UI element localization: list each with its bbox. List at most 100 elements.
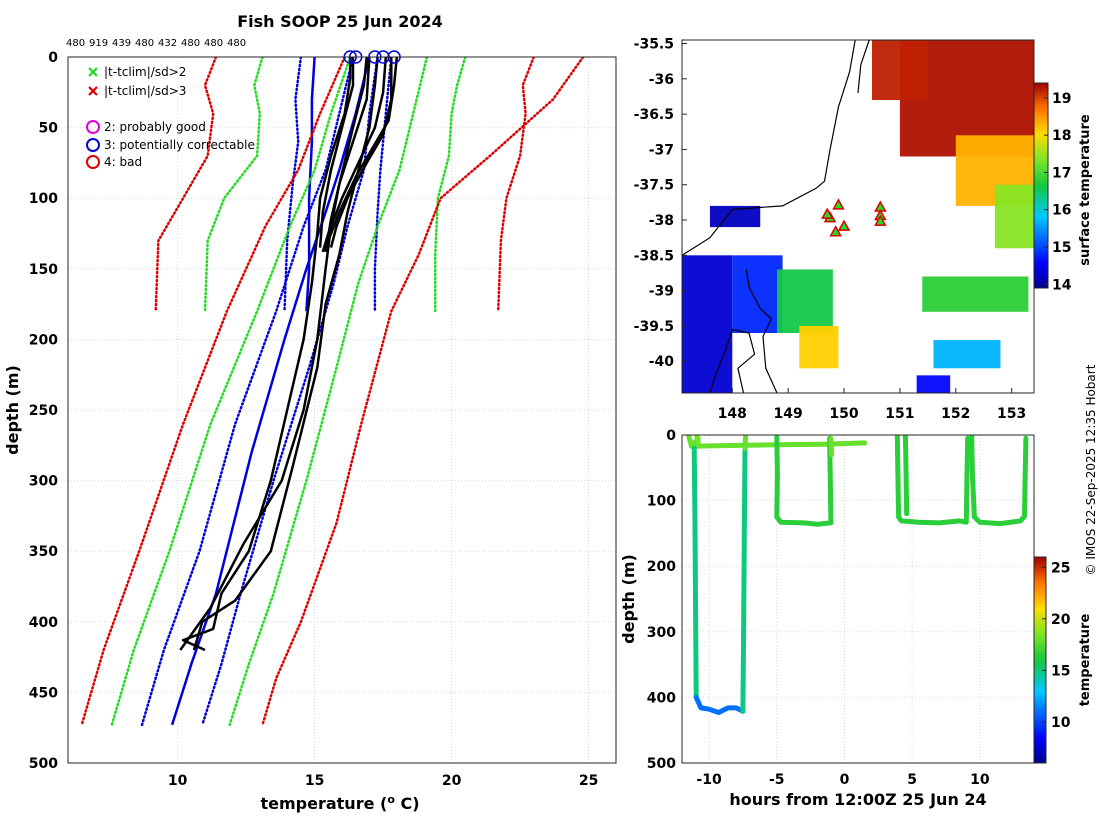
track-segment <box>969 435 1029 527</box>
profile-line-clim-3sd-right-deep <box>261 57 585 727</box>
profile-line-clim-3sd-left-shallow <box>154 57 218 313</box>
map-ytick-label: -40 <box>649 354 675 370</box>
track-grid <box>682 434 1034 764</box>
track-ytick-label: 0 <box>666 428 676 444</box>
map-ytick-label: -36.5 <box>634 107 674 123</box>
profile-xlabel: temperature (o C) <box>260 793 419 813</box>
sst-colorbar-tick-label: 15 <box>1052 240 1071 256</box>
legend-x-marker <box>88 67 98 77</box>
profile-ylabel: depth (m) <box>3 365 22 455</box>
map-sst-field <box>682 40 1034 393</box>
track-segment <box>742 435 749 451</box>
profile-line-obs-deep-2 <box>179 57 368 651</box>
profile-xtick-label: 15 <box>305 773 324 789</box>
sst-colorbar-tick-label: 18 <box>1052 128 1071 144</box>
map-coastline-segment <box>745 269 778 393</box>
profile-line-clim-mean-shallow <box>305 57 316 312</box>
map-ytick-label: -36 <box>649 72 674 88</box>
profile-count-label: 480 <box>135 38 154 49</box>
profile-xlabel-tail: C) <box>395 794 420 813</box>
map-coastline <box>682 40 870 393</box>
track-segment <box>894 435 971 526</box>
profile-line-obs-deep-1 <box>181 57 352 652</box>
profile-ytick-label: 450 <box>29 685 58 701</box>
sst-colorbar <box>1033 82 1049 289</box>
track-segment <box>694 435 701 446</box>
temp-colorbar-tick-label: 20 <box>1051 612 1071 628</box>
track-xtick-label: -10 <box>696 772 722 788</box>
map-ticks: 148 149 150 151 152 153 -35.5 -36 -36.5 -37 -37.5 -… <box>634 37 1027 422</box>
profile-ytick-label: 150 <box>29 262 58 278</box>
map-xtick-label: 153 <box>997 406 1026 422</box>
track-xtick-label: 5 <box>907 772 917 788</box>
profile-ytick-label: 400 <box>29 615 58 631</box>
map-sst-patch <box>922 276 1029 312</box>
sst-colorbar-tick-label: 17 <box>1052 165 1071 181</box>
track-segment <box>740 445 748 714</box>
map-station-marker <box>829 225 842 237</box>
profile-line-obs-deep-3 <box>192 57 379 651</box>
temp-colorbar-tick-label: 10 <box>1051 715 1071 731</box>
map-xtick-label: 151 <box>885 406 914 422</box>
map-sst-patch <box>994 184 1034 249</box>
profile-line-clim-1sd-right-deep <box>201 57 379 727</box>
track-ytick-label: 500 <box>647 756 676 772</box>
credit-text: © IMOS 22-Sep-2025 12:35 Hobart <box>1084 364 1098 575</box>
profile-count-label: 480 <box>227 38 246 49</box>
track-xlabel: hours from 12:00Z 25 Jun 24 <box>729 790 986 809</box>
track-series <box>686 435 1029 715</box>
sst-colorbar-ticks: 14 15 16 17 18 19 <box>1044 91 1072 293</box>
map-sst-patch <box>799 325 839 369</box>
profile-line-clim-mean-deep <box>170 57 371 726</box>
profile-line-clim-2sd-right-shallow <box>433 57 467 313</box>
track-xtick-label: -5 <box>769 772 785 788</box>
map-sst-patch <box>776 269 833 333</box>
profile-ytick-label: 0 <box>48 50 58 66</box>
map-ytick-label: -35.5 <box>634 37 674 53</box>
profile-line-clim-1sd-left-deep <box>140 57 355 727</box>
map-ytick-label: -37 <box>649 142 674 158</box>
map-ytick-label: -38 <box>649 213 674 229</box>
map-station-marker <box>837 219 851 231</box>
sst-colorbar-tick-label: 16 <box>1052 203 1071 219</box>
track-ytick-label: 300 <box>647 625 676 641</box>
profile-line-clim-1sd-left-shallow <box>283 57 303 313</box>
map-station-marker <box>820 207 834 219</box>
profile-xlabel-sup: o <box>387 793 395 806</box>
map-xtick-label: 150 <box>829 406 858 422</box>
profile-line-clim-1sd-right-shallow <box>373 57 393 313</box>
track-segment <box>828 435 835 458</box>
track-segment <box>774 435 834 527</box>
profile-counts: 480 919 439 480 432 480 480 480 <box>66 38 246 49</box>
profile-count-label: 480 <box>66 38 85 49</box>
profile-ytick-label: 500 <box>29 756 58 772</box>
track-segment <box>902 435 910 517</box>
profile-ytick-label: 250 <box>29 403 58 419</box>
profile-line-clim-2sd-left-shallow <box>203 57 264 313</box>
legend-entry-label: 3: potentially correctable <box>104 138 255 152</box>
map-ytick-label: -39.5 <box>634 319 674 335</box>
profile-series <box>80 57 585 727</box>
profile-count-label: 919 <box>89 38 108 49</box>
track-ytick-label: 100 <box>647 494 676 510</box>
legend-circle-marker <box>86 120 100 134</box>
map-panel: 148 149 150 151 152 153 -35.5 -36 -36.5 -37 -37.5 -… <box>634 37 1093 422</box>
profile-ytick-label: 350 <box>29 544 58 560</box>
profile-line-obs-shallow-3 <box>321 57 388 253</box>
map-stations <box>820 198 887 237</box>
profile-ytick-label: 300 <box>29 474 58 490</box>
profile-xtick-label: 10 <box>168 773 188 789</box>
profile-count-label: 432 <box>158 38 177 49</box>
profile-line-obs-shallow-5 <box>327 57 399 242</box>
legend-circle-marker <box>86 138 100 152</box>
temp-colorbar-tick-label: 15 <box>1051 663 1070 679</box>
profile-line-clim-2sd-right-deep <box>228 57 429 727</box>
map-sst-patch <box>916 375 951 393</box>
track-xtick-label: 10 <box>970 772 990 788</box>
map-sst-patch <box>933 340 1001 369</box>
sst-colorbar-tick-label: 14 <box>1052 277 1072 293</box>
track-ylabel: depth (m) <box>619 554 638 644</box>
temp-colorbar-label: temperature <box>1078 614 1093 707</box>
temp-colorbar-ticks: 10 15 20 25 <box>1042 560 1071 731</box>
